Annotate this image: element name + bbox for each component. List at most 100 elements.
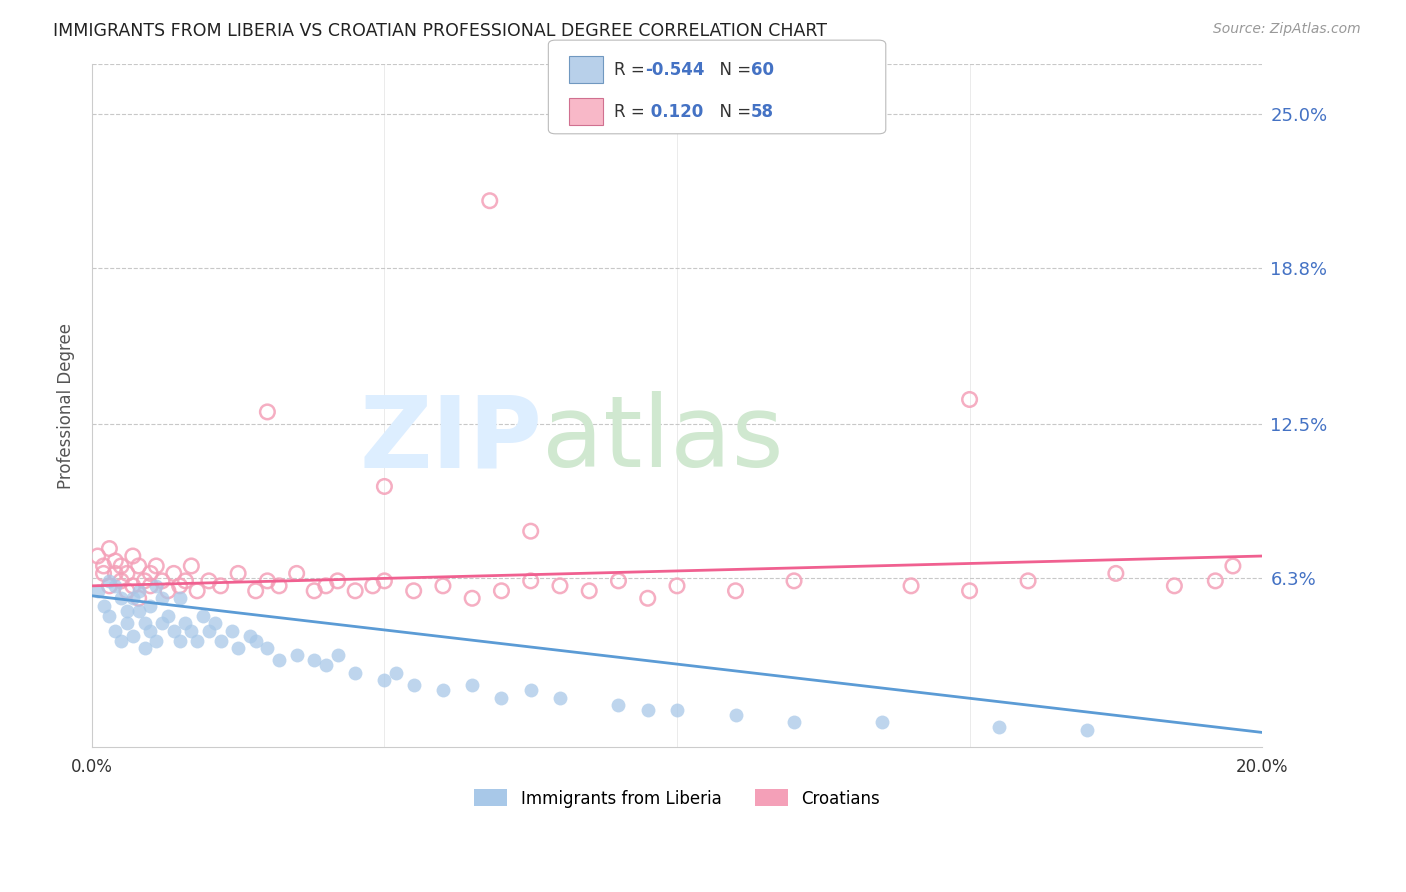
Point — [461, 591, 484, 606]
Point — [121, 628, 143, 642]
Point — [361, 579, 384, 593]
Point — [1105, 566, 1128, 581]
Text: N =: N = — [709, 61, 756, 78]
Point — [163, 566, 186, 581]
Point — [491, 690, 513, 705]
Point — [432, 683, 454, 698]
Point — [666, 579, 689, 593]
Text: ZIP: ZIP — [360, 392, 543, 488]
Point — [461, 678, 484, 692]
Point — [548, 579, 571, 593]
Point — [121, 579, 143, 593]
Point — [870, 715, 893, 730]
Point — [1076, 723, 1098, 737]
Point — [180, 624, 202, 638]
Point — [98, 574, 121, 588]
Text: Source: ZipAtlas.com: Source: ZipAtlas.com — [1213, 22, 1361, 37]
Point — [93, 558, 115, 573]
Point — [186, 583, 208, 598]
Point — [285, 648, 308, 663]
Point — [121, 549, 143, 563]
Legend: Immigrants from Liberia, Croatians: Immigrants from Liberia, Croatians — [467, 782, 887, 814]
Point — [478, 194, 501, 208]
Text: 0.120: 0.120 — [645, 103, 703, 120]
Point — [724, 708, 747, 723]
Point — [783, 574, 806, 588]
Point — [115, 566, 138, 581]
Point — [245, 583, 267, 598]
Point — [104, 624, 127, 638]
Point — [209, 633, 232, 648]
Point — [578, 583, 600, 598]
Point — [724, 583, 747, 598]
Text: R =: R = — [614, 61, 651, 78]
Text: 60: 60 — [751, 61, 773, 78]
Point — [139, 624, 162, 638]
Text: N =: N = — [709, 103, 756, 120]
Point — [128, 583, 150, 598]
Point — [344, 583, 367, 598]
Point — [302, 583, 325, 598]
Point — [269, 653, 291, 667]
Point — [86, 583, 108, 598]
Point — [326, 648, 349, 663]
Point — [315, 658, 337, 673]
Point — [115, 604, 138, 618]
Point — [385, 665, 408, 680]
Point — [110, 558, 132, 573]
Point — [174, 574, 197, 588]
Point — [607, 698, 630, 712]
Point — [110, 591, 132, 606]
Point — [373, 673, 395, 688]
Point — [163, 624, 186, 638]
Point — [198, 624, 221, 638]
Point — [93, 599, 115, 613]
Point — [402, 583, 425, 598]
Point — [186, 633, 208, 648]
Point — [145, 558, 167, 573]
Point — [115, 583, 138, 598]
Point — [519, 574, 541, 588]
Point — [226, 566, 249, 581]
Point — [191, 608, 214, 623]
Point — [150, 574, 173, 588]
Point — [150, 616, 173, 631]
Point — [1204, 574, 1226, 588]
Point — [169, 579, 191, 593]
Point — [145, 579, 167, 593]
Point — [104, 554, 127, 568]
Point — [104, 579, 127, 593]
Point — [139, 579, 162, 593]
Point — [491, 583, 513, 598]
Point — [121, 591, 143, 606]
Point — [180, 558, 202, 573]
Point — [93, 566, 115, 581]
Point — [519, 683, 541, 698]
Point — [1222, 558, 1244, 573]
Point — [134, 640, 156, 655]
Point — [269, 579, 291, 593]
Point — [98, 541, 121, 556]
Point — [1017, 574, 1039, 588]
Point — [209, 579, 232, 593]
Y-axis label: Professional Degree: Professional Degree — [58, 323, 75, 489]
Point — [156, 583, 179, 598]
Point — [959, 583, 981, 598]
Point — [373, 479, 395, 493]
Point — [402, 678, 425, 692]
Point — [139, 599, 162, 613]
Point — [169, 633, 191, 648]
Text: -0.544: -0.544 — [645, 61, 704, 78]
Point — [326, 574, 349, 588]
Point — [221, 624, 243, 638]
Point — [245, 633, 267, 648]
Point — [900, 579, 922, 593]
Point — [86, 549, 108, 563]
Text: atlas: atlas — [543, 392, 785, 488]
Point — [666, 703, 689, 717]
Point — [959, 392, 981, 407]
Point — [128, 558, 150, 573]
Point — [637, 591, 659, 606]
Point — [150, 591, 173, 606]
Point — [110, 633, 132, 648]
